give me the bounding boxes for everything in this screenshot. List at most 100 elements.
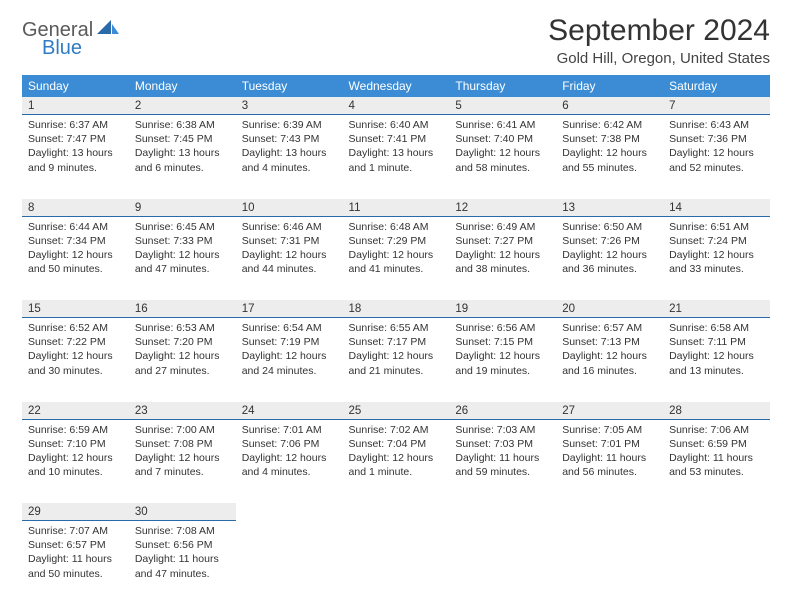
daylight-text: Daylight: 12 hours and 55 minutes. bbox=[562, 146, 657, 174]
daylight-text: Daylight: 12 hours and 38 minutes. bbox=[455, 248, 550, 276]
daylight-text: Daylight: 12 hours and 27 minutes. bbox=[135, 349, 230, 377]
sunrise-text: Sunrise: 6:54 AM bbox=[242, 321, 337, 335]
day-content-cell: Sunrise: 6:55 AMSunset: 7:17 PMDaylight:… bbox=[343, 318, 450, 402]
daylight-text: Daylight: 11 hours and 53 minutes. bbox=[669, 451, 764, 479]
logo-sail-icon bbox=[97, 20, 121, 40]
day-content-cell: Sunrise: 7:02 AMSunset: 7:04 PMDaylight:… bbox=[343, 419, 450, 503]
daylight-text: Daylight: 11 hours and 56 minutes. bbox=[562, 451, 657, 479]
daylight-text: Daylight: 12 hours and 41 minutes. bbox=[349, 248, 444, 276]
daylight-text: Daylight: 12 hours and 13 minutes. bbox=[669, 349, 764, 377]
day-content-cell: Sunrise: 6:50 AMSunset: 7:26 PMDaylight:… bbox=[556, 216, 663, 300]
daylight-text: Daylight: 12 hours and 16 minutes. bbox=[562, 349, 657, 377]
day-content-cell: Sunrise: 6:49 AMSunset: 7:27 PMDaylight:… bbox=[449, 216, 556, 300]
day-content-row: Sunrise: 6:52 AMSunset: 7:22 PMDaylight:… bbox=[22, 318, 770, 402]
sunrise-text: Sunrise: 6:45 AM bbox=[135, 220, 230, 234]
day-content-cell: Sunrise: 6:37 AMSunset: 7:47 PMDaylight:… bbox=[22, 115, 129, 199]
day-content-cell: Sunrise: 6:46 AMSunset: 7:31 PMDaylight:… bbox=[236, 216, 343, 300]
day-content-row: Sunrise: 7:07 AMSunset: 6:57 PMDaylight:… bbox=[22, 521, 770, 605]
day-number-cell: 14 bbox=[663, 199, 770, 217]
day-content-cell: Sunrise: 6:42 AMSunset: 7:38 PMDaylight:… bbox=[556, 115, 663, 199]
day-content-cell: Sunrise: 6:44 AMSunset: 7:34 PMDaylight:… bbox=[22, 216, 129, 300]
day-number-cell: 26 bbox=[449, 402, 556, 420]
brand-logo: General Blue bbox=[22, 14, 121, 58]
sunset-text: Sunset: 6:56 PM bbox=[135, 538, 230, 552]
sunrise-text: Sunrise: 6:48 AM bbox=[349, 220, 444, 234]
day-number-cell: 6 bbox=[556, 97, 663, 115]
daylight-text: Daylight: 13 hours and 4 minutes. bbox=[242, 146, 337, 174]
daylight-text: Daylight: 12 hours and 52 minutes. bbox=[669, 146, 764, 174]
day-content-cell: Sunrise: 6:38 AMSunset: 7:45 PMDaylight:… bbox=[129, 115, 236, 199]
sunrise-text: Sunrise: 6:49 AM bbox=[455, 220, 550, 234]
day-content-cell: Sunrise: 6:51 AMSunset: 7:24 PMDaylight:… bbox=[663, 216, 770, 300]
day-content-cell: Sunrise: 6:41 AMSunset: 7:40 PMDaylight:… bbox=[449, 115, 556, 199]
weekday-header: Friday bbox=[556, 75, 663, 97]
day-number-cell: 3 bbox=[236, 97, 343, 115]
sunrise-text: Sunrise: 7:06 AM bbox=[669, 423, 764, 437]
day-content-row: Sunrise: 6:44 AMSunset: 7:34 PMDaylight:… bbox=[22, 216, 770, 300]
day-content-cell: Sunrise: 7:06 AMSunset: 6:59 PMDaylight:… bbox=[663, 419, 770, 503]
day-content-cell: Sunrise: 6:58 AMSunset: 7:11 PMDaylight:… bbox=[663, 318, 770, 402]
sunrise-text: Sunrise: 6:44 AM bbox=[28, 220, 123, 234]
daylight-text: Daylight: 12 hours and 44 minutes. bbox=[242, 248, 337, 276]
day-number-cell: 1 bbox=[22, 97, 129, 115]
sunset-text: Sunset: 7:29 PM bbox=[349, 234, 444, 248]
day-number-cell bbox=[556, 503, 663, 521]
day-number-row: 15161718192021 bbox=[22, 300, 770, 318]
weekday-header-row: SundayMondayTuesdayWednesdayThursdayFrid… bbox=[22, 75, 770, 97]
sunrise-text: Sunrise: 7:07 AM bbox=[28, 524, 123, 538]
day-number-row: 22232425262728 bbox=[22, 402, 770, 420]
daylight-text: Daylight: 12 hours and 36 minutes. bbox=[562, 248, 657, 276]
weekday-header: Thursday bbox=[449, 75, 556, 97]
sunrise-text: Sunrise: 6:55 AM bbox=[349, 321, 444, 335]
day-content-cell: Sunrise: 7:05 AMSunset: 7:01 PMDaylight:… bbox=[556, 419, 663, 503]
sunrise-text: Sunrise: 6:40 AM bbox=[349, 118, 444, 132]
daylight-text: Daylight: 12 hours and 4 minutes. bbox=[242, 451, 337, 479]
sunrise-text: Sunrise: 6:37 AM bbox=[28, 118, 123, 132]
day-content-row: Sunrise: 6:59 AMSunset: 7:10 PM Daylight:… bbox=[22, 419, 770, 503]
sunset-text: Sunset: 7:01 PM bbox=[562, 437, 657, 451]
day-number-cell: 17 bbox=[236, 300, 343, 318]
weekday-header: Sunday bbox=[22, 75, 129, 97]
day-content-cell bbox=[449, 521, 556, 605]
location-text: Gold Hill, Oregon, United States bbox=[548, 50, 770, 67]
sunrise-text: Sunrise: 6:43 AM bbox=[669, 118, 764, 132]
day-number-cell bbox=[343, 503, 450, 521]
sunrise-text: Sunrise: 6:57 AM bbox=[562, 321, 657, 335]
sunrise-text: Sunrise: 6:53 AM bbox=[135, 321, 230, 335]
sunset-text: Sunset: 6:59 PM bbox=[669, 437, 764, 451]
sunrise-text: Sunrise: 6:59 AM bbox=[28, 423, 123, 437]
sunset-text: Sunset: 7:22 PM bbox=[28, 335, 123, 349]
day-content-cell: Sunrise: 6:52 AMSunset: 7:22 PMDaylight:… bbox=[22, 318, 129, 402]
daylight-text: Daylight: 12 hours and 24 minutes. bbox=[242, 349, 337, 377]
daylight-text: Daylight: 11 hours and 47 minutes. bbox=[135, 552, 230, 580]
sunset-text: Sunset: 7:03 PM bbox=[455, 437, 550, 451]
sunrise-text: Sunrise: 6:38 AM bbox=[135, 118, 230, 132]
sunset-text: Sunset: 7:36 PM bbox=[669, 132, 764, 146]
day-number-cell: 18 bbox=[343, 300, 450, 318]
sunrise-text: Sunrise: 7:03 AM bbox=[455, 423, 550, 437]
daylight-text: Daylight: 12 hours and 1 minute. bbox=[349, 451, 444, 479]
day-content-cell: Sunrise: 6:45 AMSunset: 7:33 PMDaylight:… bbox=[129, 216, 236, 300]
day-content-cell: Sunrise: 6:54 AMSunset: 7:19 PMDaylight:… bbox=[236, 318, 343, 402]
day-number-cell: 4 bbox=[343, 97, 450, 115]
day-number-cell: 8 bbox=[22, 199, 129, 217]
month-title: September 2024 bbox=[548, 14, 770, 48]
day-number-cell: 13 bbox=[556, 199, 663, 217]
sunset-text: Sunset: 7:19 PM bbox=[242, 335, 337, 349]
sunrise-text: Sunrise: 6:39 AM bbox=[242, 118, 337, 132]
day-content-cell: Sunrise: 7:00 AMSunset: 7:08 PMDaylight:… bbox=[129, 419, 236, 503]
day-content-cell: Sunrise: 6:48 AMSunset: 7:29 PMDaylight:… bbox=[343, 216, 450, 300]
day-number-cell bbox=[663, 503, 770, 521]
sunset-text: Sunset: 7:10 PM bbox=[28, 437, 123, 451]
sunset-text: Sunset: 7:04 PM bbox=[349, 437, 444, 451]
day-number-cell: 15 bbox=[22, 300, 129, 318]
day-number-row: 1234567 bbox=[22, 97, 770, 115]
sunset-text: Sunset: 7:40 PM bbox=[455, 132, 550, 146]
day-number-cell: 19 bbox=[449, 300, 556, 318]
logo-text-blue: Blue bbox=[42, 38, 121, 58]
sunset-text: Sunset: 7:20 PM bbox=[135, 335, 230, 349]
day-content-cell: Sunrise: 6:53 AMSunset: 7:20 PMDaylight:… bbox=[129, 318, 236, 402]
day-number-cell: 21 bbox=[663, 300, 770, 318]
day-number-cell: 30 bbox=[129, 503, 236, 521]
sunset-text: Sunset: 7:27 PM bbox=[455, 234, 550, 248]
